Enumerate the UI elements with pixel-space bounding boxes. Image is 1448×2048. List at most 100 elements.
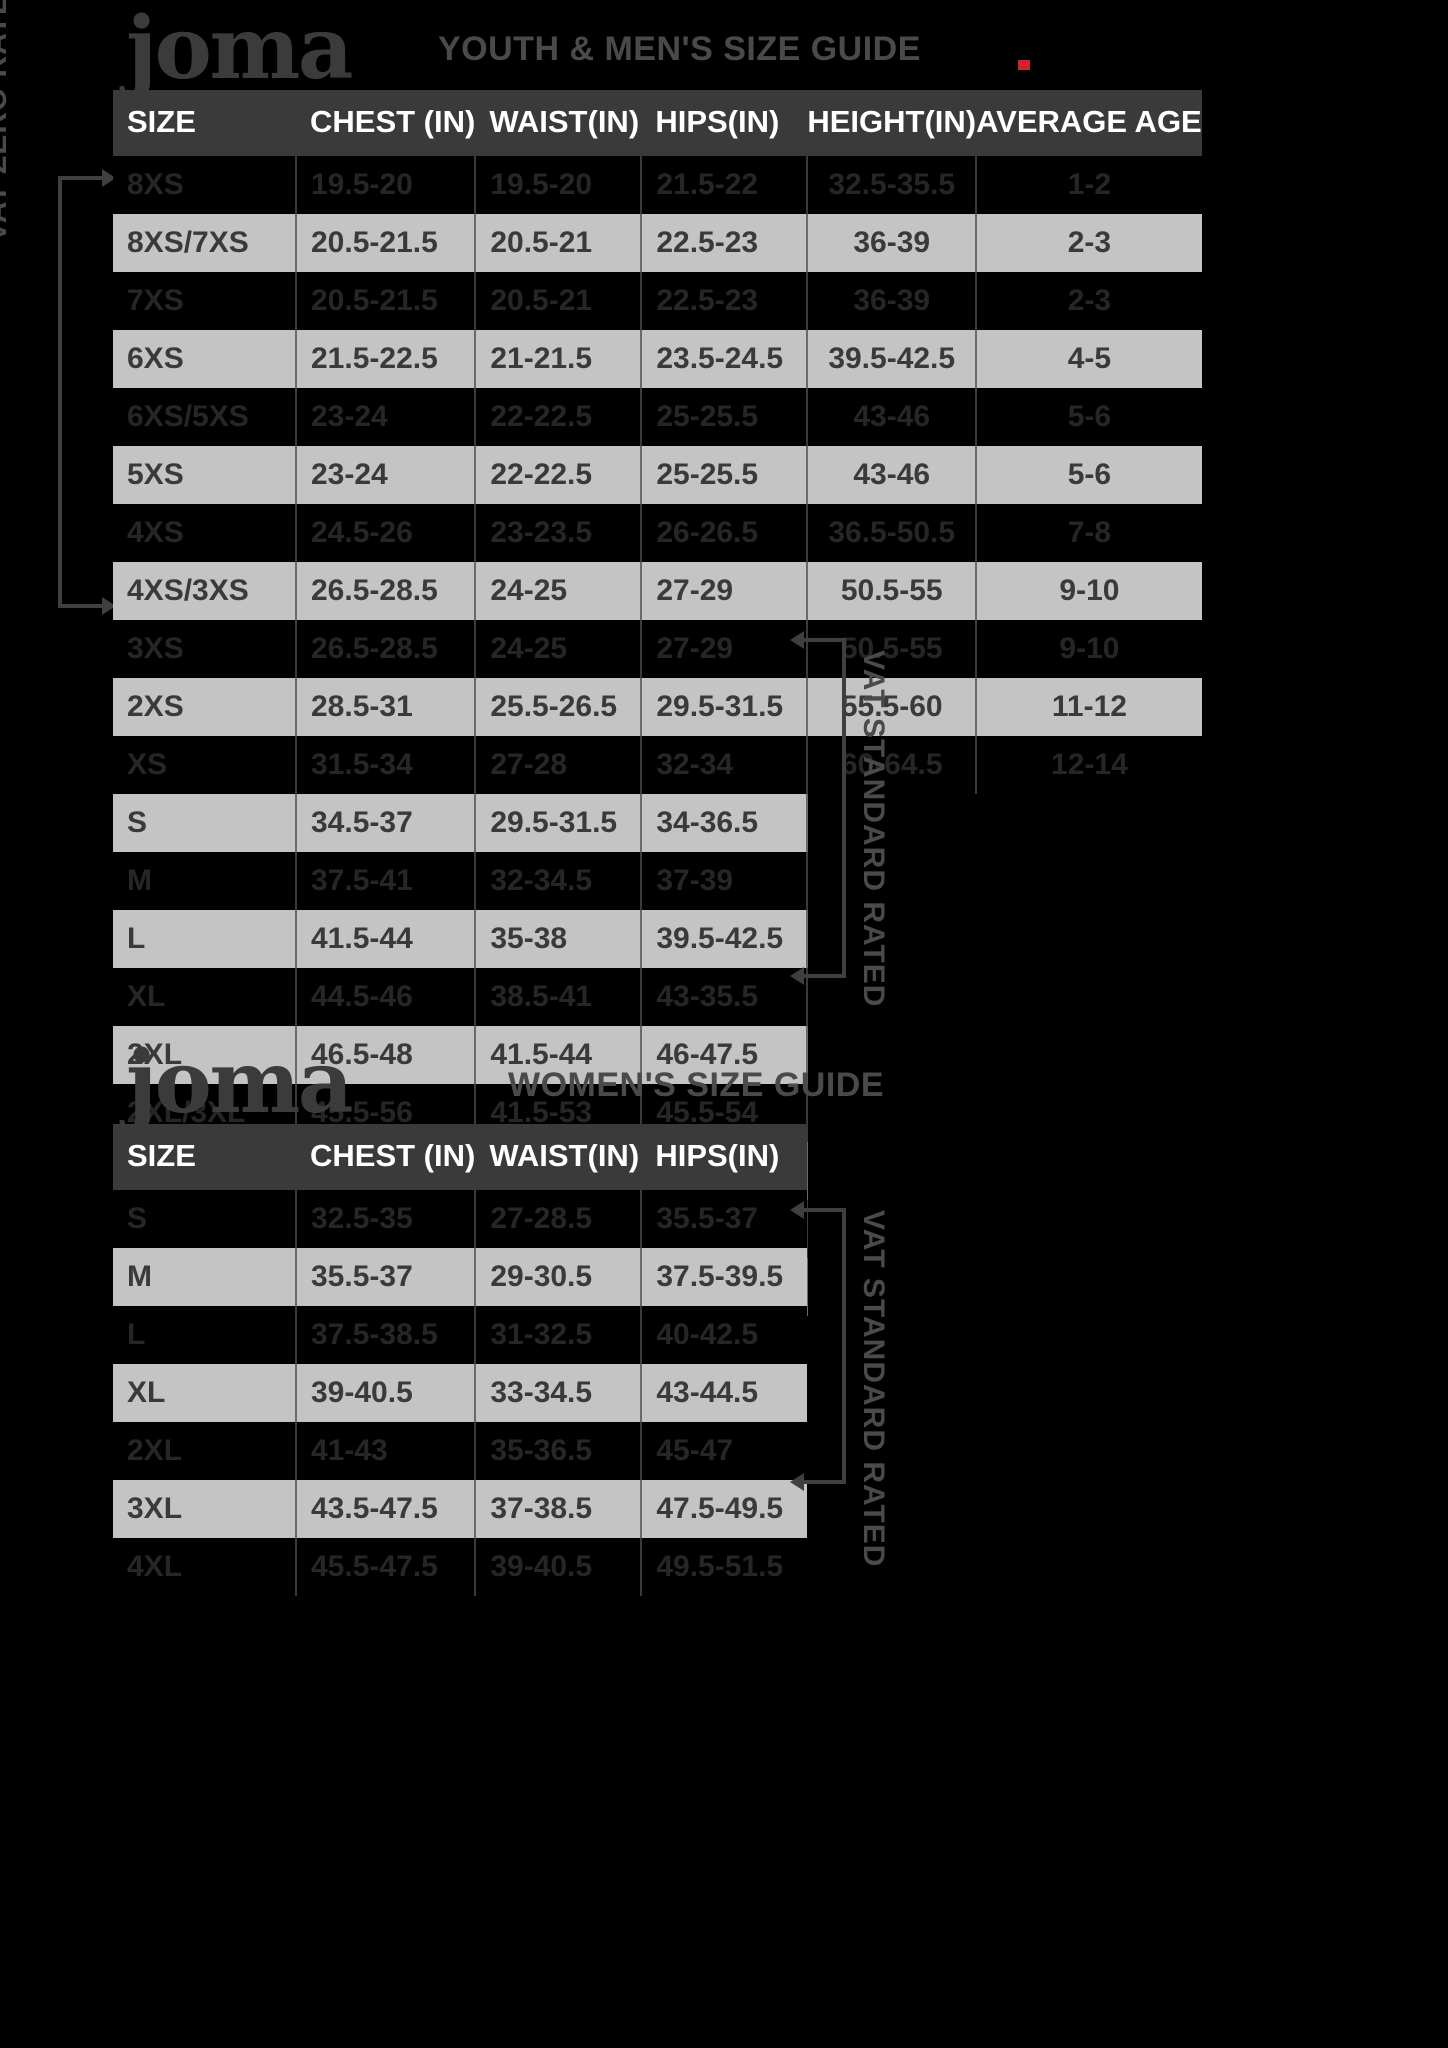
cell-waist: 27-28: [475, 736, 643, 794]
cell-height: [807, 794, 977, 852]
cell-size: 2XL: [113, 1026, 297, 1084]
cell-age: [976, 1200, 1202, 1258]
cell-hips: 27-29: [641, 620, 809, 678]
womens-logo: joma: [126, 1040, 353, 1126]
cell-chest: 20.5-21.5: [296, 214, 477, 272]
table-row: 6XS 21.5-22.5 21-21.5 23.5-24.5 39.5-42.5 4-5: [113, 330, 1202, 388]
cell-chest: 21.5-22.5: [296, 330, 477, 388]
wcol-waist: WAIST(IN): [475, 1124, 642, 1190]
cell-age: 7-8: [976, 504, 1202, 562]
cell-hips: 47.5-49.5: [641, 1480, 808, 1538]
vat-standard-womens-bracket: [790, 1200, 850, 1492]
cell-hips: 37-39: [641, 852, 809, 910]
cell-age: [976, 1142, 1202, 1200]
cell-chest: 39-40.5: [296, 1364, 477, 1422]
cell-waist: 37-38.5: [475, 1480, 643, 1538]
cell-height: [807, 1142, 977, 1200]
cell-chest: 19.5-20: [296, 156, 477, 214]
cell-waist: 22-22.5: [475, 388, 643, 446]
table-row: 2XL 46.5-48 41.5-44 46-47.5: [113, 1026, 1202, 1084]
vat-standard-rated-womens-label: VAT STANDARD RATED: [857, 1210, 890, 1568]
table-row: 4XS/3XS 26.5-28.5 24-25 27-29 50.5-55 9-10: [113, 562, 1202, 620]
table-row: 8XS 19.5-20 19.5-20 21.5-22 32.5-35.5 1-2: [113, 156, 1202, 214]
cell-chest: 35.5-37: [296, 1248, 477, 1306]
joma-logo-text-2: joma: [126, 1032, 353, 1133]
cell-size: 6XS: [113, 330, 297, 388]
cell-age: [976, 910, 1202, 968]
vat-standard-mens-bracket: [790, 630, 850, 986]
cell-hips: 34-36.5: [641, 794, 809, 852]
cell-height: 36.5-50.5: [807, 504, 978, 562]
col-waist: WAIST(IN): [475, 90, 642, 156]
cell-waist: 27-28.5: [475, 1190, 643, 1248]
cell-age: [976, 1258, 1202, 1316]
cell-age: 2-3: [976, 272, 1202, 330]
cell-hips: 27-29: [641, 562, 809, 620]
cell-hips: 43-44.5: [641, 1364, 808, 1422]
table-row: 3XL 43.5-47.5 37-38.5 47.5-49.5: [113, 1480, 808, 1538]
cell-age: 5-6: [976, 446, 1202, 504]
cell-hips: 37.5-39.5: [641, 1248, 808, 1306]
cell-waist: 35-38: [475, 910, 643, 968]
table-row: 6XS/5XS 23-24 22-22.5 25-25.5 43-46 5-6: [113, 388, 1202, 446]
cell-hips: 22.5-23: [641, 214, 809, 272]
cell-age: 9-10: [976, 562, 1202, 620]
cell-height: 36-39: [807, 214, 978, 272]
cell-waist: 39-40.5: [475, 1538, 643, 1596]
joma-logo-text: joma: [126, 0, 353, 99]
table-row: 4XL 45.5-47.5 39-40.5 49.5-51.5: [113, 1538, 808, 1596]
cell-size: XL: [113, 968, 297, 1026]
cell-hips: 43-35.5: [641, 968, 809, 1026]
col-height: HEIGHT(IN): [807, 90, 977, 156]
womens-table-body: S 32.5-35 27-28.5 35.5-37 M 35.5-37 29-30.5 37.…: [113, 1190, 808, 1596]
cell-height: 32.5-35.5: [807, 156, 978, 214]
cell-size: 4XS: [113, 504, 297, 562]
table-row: 8XS/7XS 20.5-21.5 20.5-21 22.5-23 36-39 2-3: [113, 214, 1202, 272]
cell-size: 3XL: [113, 1480, 297, 1538]
cell-chest: 20.5-21.5: [296, 272, 477, 330]
cell-waist: 22-22.5: [475, 446, 643, 504]
table-row: S 34.5-37 29.5-31.5 34-36.5: [113, 794, 1202, 852]
cell-size: L: [113, 1306, 297, 1364]
cell-waist: 32-34.5: [475, 852, 643, 910]
womens-size-table-wrap: SIZE CHEST (IN) WAIST(IN) HIPS(IN) S 32.5…: [113, 1124, 808, 1596]
cell-chest: 45.5-47.5: [296, 1538, 477, 1596]
cell-chest: 28.5-31: [296, 678, 477, 736]
wcol-hips: HIPS(IN): [641, 1124, 808, 1190]
cell-waist: 29.5-31.5: [475, 794, 643, 852]
vat-standard-rated-mens-label: VAT STANDARD RATED: [857, 650, 890, 1008]
cell-size: 7XS: [113, 272, 297, 330]
table-row: 4XS 24.5-26 23-23.5 26-26.5 36.5-50.5 7-8: [113, 504, 1202, 562]
table-row: 3XS 26.5-28.5 24-25 27-29 50.5-55 9-10: [113, 620, 1202, 678]
cell-chest: 31.5-34: [296, 736, 477, 794]
cell-hips: 49.5-51.5: [641, 1538, 808, 1596]
wcol-chest: CHEST (IN): [296, 1124, 476, 1190]
table-row: 5XS 23-24 22-22.5 25-25.5 43-46 5-6: [113, 446, 1202, 504]
cell-height: [807, 910, 977, 968]
cell-age: [976, 1026, 1202, 1084]
cell-age: 12-14: [976, 736, 1202, 794]
cell-size: 3XS: [113, 620, 297, 678]
cell-chest: 34.5-37: [296, 794, 477, 852]
table-row: 2XS 28.5-31 25.5-26.5 29.5-31.5 55.5-60 11-12: [113, 678, 1202, 736]
cell-size: 4XS/3XS: [113, 562, 297, 620]
cell-waist: 41.5-44: [475, 1026, 643, 1084]
cell-hips: 40-42.5: [641, 1306, 808, 1364]
cell-chest: 37.5-38.5: [296, 1306, 477, 1364]
mens-section-title: YOUTH & MEN'S SIZE GUIDE: [438, 30, 921, 68]
cell-hips: 39.5-42.5: [641, 910, 809, 968]
cell-size: S: [113, 1190, 297, 1248]
cell-size: 6XS/5XS: [113, 388, 297, 446]
cell-hips: 45-47: [641, 1422, 808, 1480]
womens-size-table: SIZE CHEST (IN) WAIST(IN) HIPS(IN) S 32.5…: [113, 1124, 808, 1596]
cell-size: XL: [113, 1364, 297, 1422]
cell-height: [807, 1026, 977, 1084]
cell-chest: 44.5-46: [296, 968, 477, 1026]
cell-hips: 32-34: [641, 736, 809, 794]
mens-size-table: SIZE CHEST (IN) WAIST(IN) HIPS(IN) HEIGH…: [113, 90, 1202, 1316]
cell-height: [807, 1258, 977, 1316]
cell-waist: 23-23.5: [475, 504, 643, 562]
table-row: XL 39-40.5 33-34.5 43-44.5: [113, 1364, 808, 1422]
cell-height: 50.5-55: [807, 620, 978, 678]
cell-height: 36-39: [807, 272, 978, 330]
